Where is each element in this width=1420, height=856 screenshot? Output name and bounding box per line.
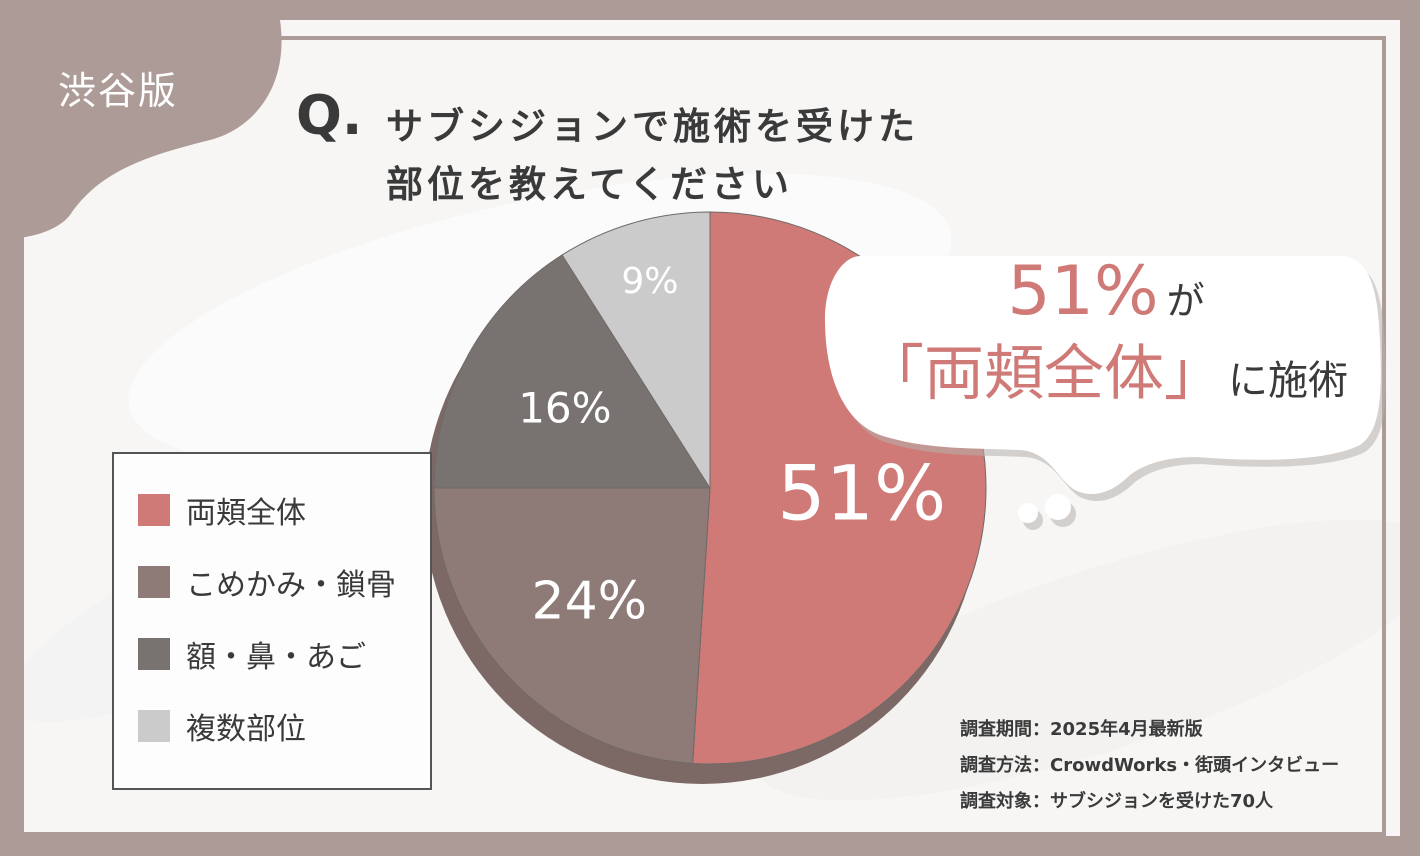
pie-slice-label: 51% [777,448,946,537]
speech-bubble [825,256,1386,530]
pie-slice [561,211,711,490]
callout-percent: 51% [1007,252,1159,331]
question-mark-label: Q. [296,84,363,147]
pie-slice-label: 9% [621,261,678,302]
question-line-2: 部位を教えてください [386,163,794,206]
legend-item: 額・鼻・あご [114,636,430,675]
region-tag: 渋谷版 [58,69,179,113]
legend-label: 両頬全体 [186,496,306,531]
legend-label: 複数部位 [186,712,306,747]
pie-labels: 51% 24% 16% 9% [518,261,946,632]
survey-period: 調査期間：2025年4月最新版 [960,719,1203,740]
chart-legend: 両頬全体こめかみ・鎖骨 額・鼻・あご 複数部位 [112,452,432,790]
pie-chart: 51% 24% 16% 9% [424,211,1386,784]
legend-item: こめかみ・鎖骨 [114,564,430,603]
legend-swatch [138,494,170,526]
legend-swatch [138,638,170,670]
infographic-panel: 渋谷版 Q. サブシジョンで施術を受けた 部位を教えてください 51% 24% 16… [20,20,1400,836]
pie-slice-label: 16% [518,384,611,433]
legend-label: こめかみ・鎖骨 [186,568,396,603]
callout-highlight: 「両頬全体」 [864,339,1224,409]
survey-method: 調査方法：CrowdWorks・街頭インタビュー [960,755,1340,776]
survey-target: 調査対象：サブシジョンを受けた70人 [960,791,1274,812]
callout-subline: 「両頬全体」 に施術 [826,344,1386,404]
legend-swatch [138,566,170,598]
survey-info: 調査期間：2025年4月最新版 調査方法：CrowdWorks・街頭インタビュー… [960,712,1339,820]
pie-slice [433,254,711,489]
legend-swatch [138,710,170,742]
corner-tag-shape [20,20,282,238]
pie-slice [433,487,711,764]
question-title: サブシジョンで施術を受けた 部位を教えてください [386,98,919,214]
pie-slice-label: 24% [531,571,647,631]
callout-suffix: に施術 [1228,358,1348,404]
legend-item: 複数部位 [114,708,430,747]
question-line-1: サブシジョンで施術を受けた [386,105,919,148]
callout-headline: 51% が [826,258,1386,326]
callout-connector: が [1166,279,1205,323]
legend-item: 両頬全体 [114,492,430,531]
legend-label: 額・鼻・あご [186,640,366,675]
